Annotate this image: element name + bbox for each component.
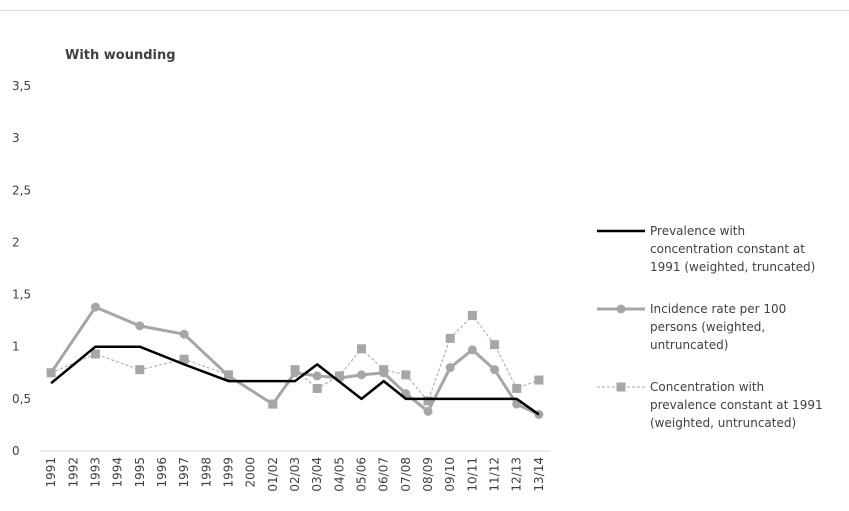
data-point-circle [467, 345, 477, 355]
data-point-square [401, 370, 411, 380]
data-point-circle [290, 368, 300, 378]
legend-label-line: persons (weighted, [650, 320, 765, 334]
legend-marker-circle [616, 304, 626, 314]
series-line [49, 305, 540, 416]
y-tick-label: 0,5 [12, 392, 31, 406]
legend-entry-2: Incidence rate per 100 persons (weighted,… [597, 302, 786, 352]
x-tick-label: 1992 [66, 457, 80, 488]
data-point-circle [312, 371, 322, 381]
data-point-circle [490, 365, 500, 375]
x-tick-label: 1996 [155, 457, 169, 488]
legend-entry-3: Concentration with prevalence constant at… [597, 380, 823, 430]
x-tick-label: 10/11 [465, 457, 479, 492]
data-point-circle [445, 363, 455, 373]
legend-label-line: Concentration with [650, 380, 764, 394]
data-point-square [534, 375, 544, 385]
data-point-square [512, 383, 522, 393]
x-tick-label: 08/09 [421, 457, 435, 492]
legend-marker-square [616, 382, 626, 392]
series-3 [46, 310, 544, 409]
x-tick-label: 05/06 [355, 457, 369, 492]
data-point-circle [268, 399, 278, 409]
axes: 0 0,5 1 1,5 2 2,5 3 3,5 1991 1992 1993 1994 1995 1996… [12, 79, 550, 492]
data-point-square [312, 383, 322, 393]
data-point-square [423, 396, 433, 406]
series-line [50, 314, 540, 405]
x-tick-label: 06/07 [377, 457, 391, 492]
x-tick-label: 13/14 [532, 457, 546, 492]
x-tick-label: 01/02 [266, 457, 280, 492]
x-tick-label: 03/04 [310, 457, 324, 492]
x-tick-label: 1994 [111, 457, 125, 488]
y-tick-label: 2,5 [12, 183, 31, 197]
data-point-square [490, 340, 500, 350]
data-point-square [179, 354, 189, 364]
data-point-square [467, 310, 477, 320]
data-point-square [135, 365, 145, 375]
x-tick-label: 1995 [133, 457, 147, 488]
x-tick-label: 2000 [244, 457, 258, 488]
data-point-circle [379, 368, 389, 378]
legend-entry-1: Prevalence with concentration constant at… [597, 224, 815, 274]
data-point-circle [357, 370, 367, 380]
legend-label-line: concentration constant at [650, 242, 805, 256]
line-chart: With wounding 0 0,5 1 1,5 2 2,5 3 3,5 1991 1992 19… [12, 48, 823, 492]
data-point-circle [223, 371, 233, 381]
chart-frame: With wounding 0 0,5 1 1,5 2 2,5 3 3,5 1991 1992 19… [0, 10, 849, 510]
x-tick-label: 04/05 [332, 457, 346, 492]
legend-label-line: Prevalence with [650, 224, 745, 238]
series-1 [50, 345, 540, 416]
x-tick-label: 1998 [199, 457, 213, 488]
chart-title: With wounding [65, 48, 176, 63]
x-tick-label: 1997 [177, 457, 191, 488]
y-tick-label: 0 [12, 444, 20, 458]
y-tick-label: 1,5 [12, 288, 31, 302]
series-layer [46, 302, 544, 419]
legend-label-line: 1991 (weighted, truncated) [650, 260, 815, 274]
y-tick-label: 1 [12, 340, 20, 354]
data-point-circle [90, 302, 100, 312]
series-2 [46, 302, 544, 419]
x-tick-label: 07/08 [399, 457, 413, 492]
x-tick-label: 02/03 [288, 457, 302, 492]
legend-label-line: Incidence rate per 100 [650, 302, 786, 316]
y-tick-label: 3,5 [12, 79, 31, 93]
x-tick-label: 1993 [88, 457, 102, 488]
legend: Prevalence with concentration constant at… [597, 224, 823, 430]
x-tick-label: 1991 [44, 457, 58, 488]
data-point-circle [135, 321, 145, 331]
x-tick-label: 12/13 [510, 457, 524, 492]
data-point-square [445, 333, 455, 343]
data-point-circle [179, 329, 189, 339]
x-tick-label: 11/12 [488, 457, 502, 492]
y-tick-label: 3 [12, 131, 20, 145]
x-tick-label: 1999 [221, 457, 235, 488]
legend-label-line: prevalence constant at 1991 [650, 398, 823, 412]
x-tick-label: 09/10 [443, 457, 457, 492]
data-point-circle [46, 368, 56, 378]
y-tick-label: 2 [12, 235, 20, 249]
data-point-circle [423, 406, 433, 416]
series-line [50, 345, 540, 416]
data-point-square [90, 349, 100, 359]
legend-label-line: (weighted, untruncated) [650, 416, 796, 430]
data-point-square [357, 344, 367, 354]
legend-label-line: untruncated) [650, 338, 728, 352]
